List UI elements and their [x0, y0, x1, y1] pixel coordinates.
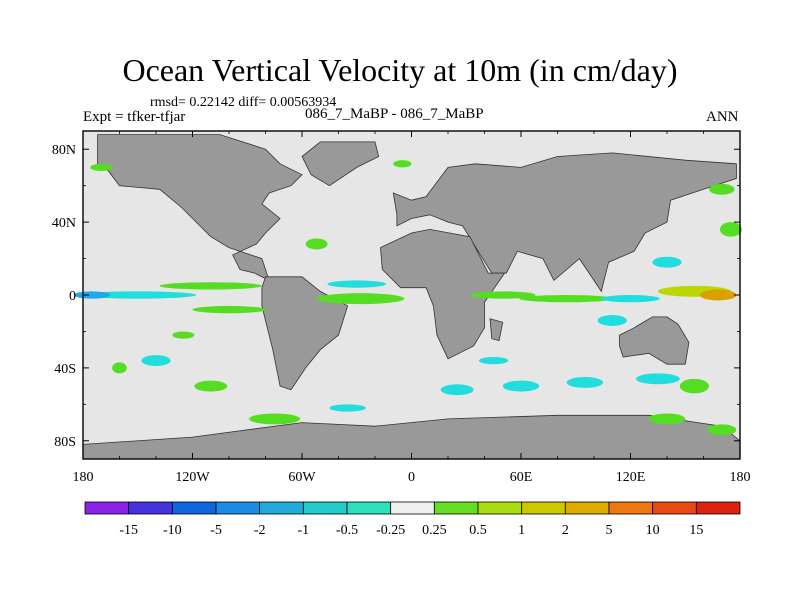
anomaly-patch-10 — [601, 295, 660, 303]
x-tick-label: 60E — [510, 470, 533, 485]
anomaly-patch-9 — [699, 289, 737, 301]
colorbar-label: 2 — [562, 523, 569, 538]
land-layer — [82, 134, 741, 460]
land-mass-0 — [97, 134, 303, 282]
colorbar-label: 1 — [518, 523, 525, 538]
x-tick-label: 0 — [408, 470, 415, 485]
y-tick-label: 0 — [69, 289, 76, 304]
stats-text: rmsd= 0.22142 diff= 0.00563934 — [150, 95, 337, 110]
x-tick-label: 120W — [175, 470, 210, 485]
anomaly-patch-26 — [393, 160, 412, 168]
colorbar-label: 10 — [646, 523, 660, 538]
anomaly-patch-4 — [316, 293, 405, 305]
x-tick-label: 60W — [288, 470, 316, 485]
colorbar-label: 5 — [606, 523, 613, 538]
colorbar-swatch — [608, 501, 654, 515]
y-axis-ticks: 80N 40N 0 40S 80S — [52, 143, 740, 450]
anomaly-patch-17 — [719, 222, 742, 237]
colorbar-swatch — [390, 501, 435, 515]
colorbar-label: -15 — [119, 523, 138, 538]
land-mass-1 — [301, 141, 380, 187]
anomaly-patch-28 — [597, 315, 627, 326]
colorbar-swatch — [695, 501, 741, 515]
colorbar-label: -1 — [297, 523, 309, 538]
land-mass-5 — [489, 318, 504, 342]
anomaly-patch-15 — [707, 424, 737, 436]
land-mass-3 — [392, 152, 737, 293]
anomaly-patch-7 — [519, 295, 615, 303]
anomaly-patch-1 — [73, 291, 111, 299]
colorbar-label: 0.5 — [469, 523, 487, 538]
experiment-label: Expt = tfker-tfjar — [83, 109, 186, 125]
anomaly-patch-23 — [679, 378, 709, 394]
anomaly-patch-14 — [249, 413, 301, 425]
colorbar-swatch — [564, 501, 610, 515]
anomaly-patch-29 — [329, 404, 366, 412]
anomaly-patch-21 — [566, 377, 604, 388]
anomaly-patch-25 — [112, 362, 127, 374]
x-tick-label: 180 — [73, 470, 94, 485]
anomaly-patch-20 — [502, 380, 540, 392]
y-tick-label: 40S — [54, 362, 76, 377]
colorbar-swatch — [259, 501, 304, 515]
colorbar: -15 -10 -5 -2 -1 -0.5 -0.25 0.25 0.5 1 2 5 10 15 — [84, 501, 741, 538]
anomaly-patch-6 — [469, 291, 536, 299]
x-tick-label: 180 — [730, 470, 751, 485]
land-mass-6 — [619, 316, 690, 365]
colorbar-label: -5 — [210, 523, 222, 538]
y-tick-label: 40N — [52, 216, 76, 231]
land-mass-4 — [380, 228, 506, 360]
y-tick-label: 80N — [52, 143, 76, 158]
land-mass-2 — [261, 276, 349, 391]
case-label: 086_7_MaBP - 086_7_MaBP — [305, 106, 484, 122]
colorbar-swatch — [652, 501, 697, 515]
anomaly-patch-0 — [79, 291, 197, 299]
anomaly-patch-19 — [440, 384, 474, 396]
colorbar-swatch — [128, 501, 173, 515]
colorbar-label: 15 — [689, 523, 703, 538]
colorbar-swatch — [477, 501, 523, 515]
plot-title: Ocean Vertical Velocity at 10m (in cm/da… — [122, 52, 678, 88]
anomaly-patch-31 — [172, 331, 195, 339]
colorbar-label: -10 — [163, 523, 182, 538]
colorbar-label: -0.25 — [376, 523, 405, 538]
colorbar-swatch — [215, 501, 261, 515]
y-tick-label: 80S — [54, 435, 76, 450]
anomaly-patch-18 — [708, 183, 735, 195]
colorbar-label: -2 — [254, 523, 266, 538]
colorbar-swatch — [84, 501, 130, 515]
anomaly-patch-22 — [635, 373, 680, 385]
anomaly-patch-11 — [305, 238, 328, 250]
colorbar-swatch — [346, 501, 392, 515]
anomaly-layer — [73, 160, 742, 436]
colorbar-label: 0.25 — [422, 523, 447, 538]
anomaly-patch-5 — [327, 280, 386, 288]
x-tick-label: 120E — [616, 470, 646, 485]
anomaly-patch-12 — [141, 355, 171, 367]
colorbar-swatch — [171, 501, 217, 515]
colorbar-swatch — [302, 501, 348, 515]
anomaly-patch-27 — [648, 413, 686, 425]
colorbar-swatch — [433, 501, 479, 515]
season-label: ANN — [706, 109, 739, 125]
colorbar-label: -0.5 — [336, 523, 358, 538]
x-axis-ticks: 180 120W 60W 0 60E 120E 180 — [73, 131, 751, 485]
anomaly-patch-2 — [159, 282, 262, 290]
anomaly-patch-16 — [652, 256, 682, 268]
colorbar-swatch — [521, 501, 566, 515]
anomaly-patch-13 — [194, 380, 228, 392]
anomaly-patch-24 — [90, 163, 113, 172]
anomaly-patch-3 — [192, 305, 266, 314]
anomaly-patch-30 — [479, 356, 509, 365]
